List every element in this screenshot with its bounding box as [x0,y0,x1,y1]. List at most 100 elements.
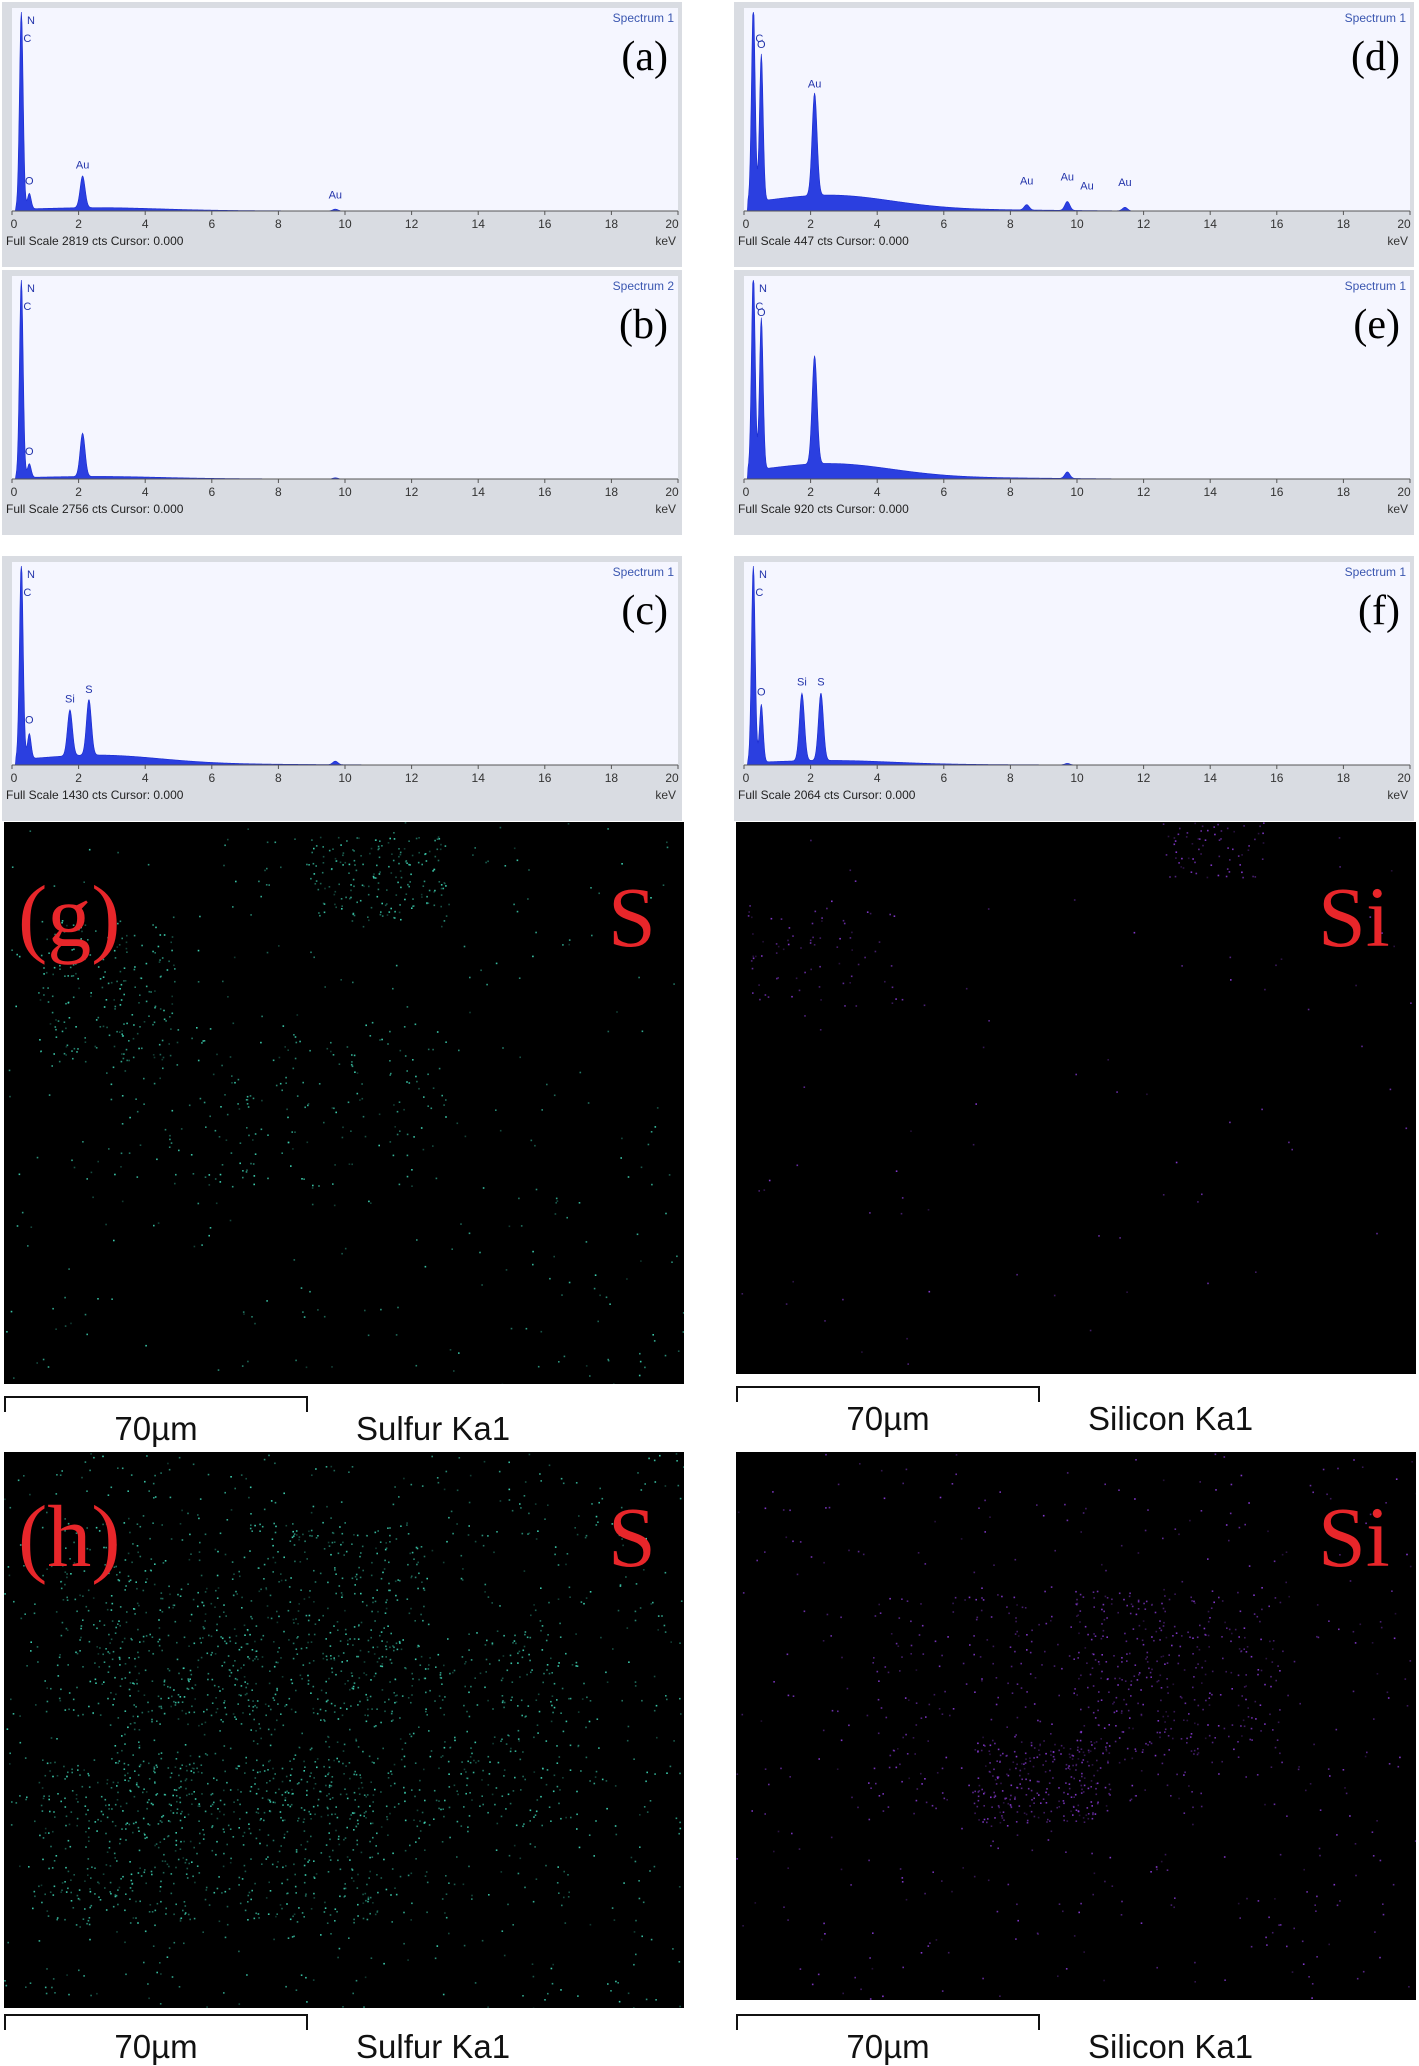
scalebar-h: 70µm Sulfur Ka1 [4,2014,684,2058]
x-tick-label: 18 [605,771,619,785]
x-tick-label: 20 [665,485,679,499]
map-sulfur-h: (h) S [4,1452,684,2008]
x-tick-label: 2 [807,485,814,499]
x-tick-label: 12 [405,217,419,231]
peak-label: Si [65,694,75,706]
x-tick-label: 8 [1007,217,1014,231]
panel-label: (e) [1353,302,1400,348]
x-tick-label: 2 [807,771,814,785]
x-tick-label: 0 [743,485,750,499]
footer-full-scale: Full Scale 447 cts Cursor: 0.000 [738,234,909,248]
x-tick-label: 0 [11,485,18,499]
x-tick-label: 4 [142,771,149,785]
peak-label: N [27,283,35,295]
x-tick-label: 12 [405,771,419,785]
peak-label: Au [1061,172,1074,184]
x-tick-label: 16 [538,485,552,499]
x-tick-label: 0 [743,217,750,231]
x-tick-label: 6 [208,217,215,231]
x-tick-label: 20 [1397,217,1411,231]
x-tick-label: 6 [940,485,947,499]
x-tick-label: 2 [75,771,82,785]
element-label-si-h: Si [1318,1494,1390,1580]
x-tick-label: 16 [1270,485,1284,499]
x-axis-label: keV [1387,234,1408,248]
x-axis-label: keV [1387,502,1408,516]
x-tick-label: 12 [405,485,419,499]
scalebar-si-g: 70µm Silicon Ka1 [736,1386,1416,1430]
x-tick-label: 12 [1137,485,1151,499]
x-tick-label: 20 [665,771,679,785]
x-tick-label: 4 [142,217,149,231]
peak-label: Au [329,189,342,201]
x-tick-label: 16 [1270,771,1284,785]
panel-label: (c) [621,588,668,634]
x-tick-label: 10 [1070,485,1084,499]
footer-full-scale: Full Scale 2756 cts Cursor: 0.000 [6,502,184,516]
plot-area [12,8,678,211]
peak-label: N [27,569,35,581]
panel-label-g: (g) [18,874,121,962]
x-tick-label: 10 [338,217,352,231]
x-tick-label: 14 [1204,485,1218,499]
x-tick-label: 14 [472,771,486,785]
peak-label: C [23,33,31,45]
peak-label: O [757,39,766,51]
x-axis-label: keV [655,234,676,248]
x-tick-label: 12 [1137,217,1151,231]
x-axis-label: keV [1387,788,1408,802]
x-tick-label: 16 [538,217,552,231]
spectrum-label: Spectrum 2 [613,279,675,293]
peak-label: Au [76,159,89,171]
scale-length: 70µm [736,2028,1040,2066]
scale-length: 70µm [4,1410,308,1448]
plot-area [12,276,678,479]
x-tick-label: 20 [1397,485,1411,499]
x-tick-label: 10 [1070,771,1084,785]
x-tick-label: 18 [605,217,619,231]
panel-label: (f) [1358,588,1400,634]
x-tick-label: 0 [11,217,18,231]
panel-label: (b) [619,302,668,348]
peak-label: S [85,684,92,696]
footer-full-scale: Full Scale 1430 cts Cursor: 0.000 [6,788,184,802]
x-tick-label: 18 [1337,771,1351,785]
spectrum-label: Spectrum 1 [613,565,675,579]
scalebar-si-h: 70µm Silicon Ka1 [736,2014,1416,2058]
x-tick-label: 2 [75,485,82,499]
x-tick-label: 6 [208,771,215,785]
x-tick-label: 6 [940,217,947,231]
x-tick-label: 6 [940,771,947,785]
x-tick-label: 2 [807,217,814,231]
x-tick-label: 20 [1397,771,1411,785]
peak-label: O [25,715,34,727]
spectrum-label: Spectrum 1 [1345,279,1407,293]
x-tick-label: 8 [275,217,282,231]
x-tick-label: 16 [538,771,552,785]
scale-length: 70µm [4,2028,308,2066]
element-label-s-g: S [608,874,656,960]
x-tick-label: 4 [874,217,881,231]
x-tick-label: 20 [665,217,679,231]
peak-label: N [27,15,35,27]
scale-element-name: Silicon Ka1 [1088,1400,1253,1438]
x-tick-label: 0 [11,771,18,785]
peak-label: C [755,587,763,599]
peak-label: N [759,569,767,581]
peak-label: C [23,587,31,599]
x-tick-label: 18 [605,485,619,499]
x-tick-label: 4 [874,771,881,785]
x-tick-label: 6 [208,485,215,499]
x-tick-label: 4 [874,485,881,499]
element-label-si-g: Si [1318,874,1390,960]
peak-label: Au [1080,181,1093,193]
peak-label: Au [1118,177,1131,189]
